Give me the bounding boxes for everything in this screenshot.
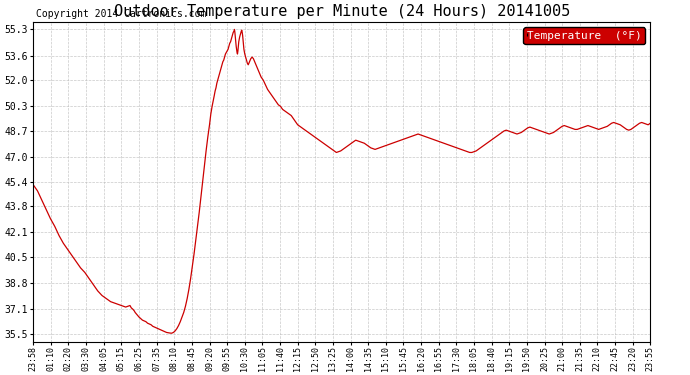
Legend: Temperature  (°F): Temperature (°F): [523, 27, 644, 44]
Text: Copyright 2014 Cartronics.com: Copyright 2014 Cartronics.com: [37, 9, 207, 18]
Title: Outdoor Temperature per Minute (24 Hours) 20141005: Outdoor Temperature per Minute (24 Hours…: [114, 4, 570, 19]
